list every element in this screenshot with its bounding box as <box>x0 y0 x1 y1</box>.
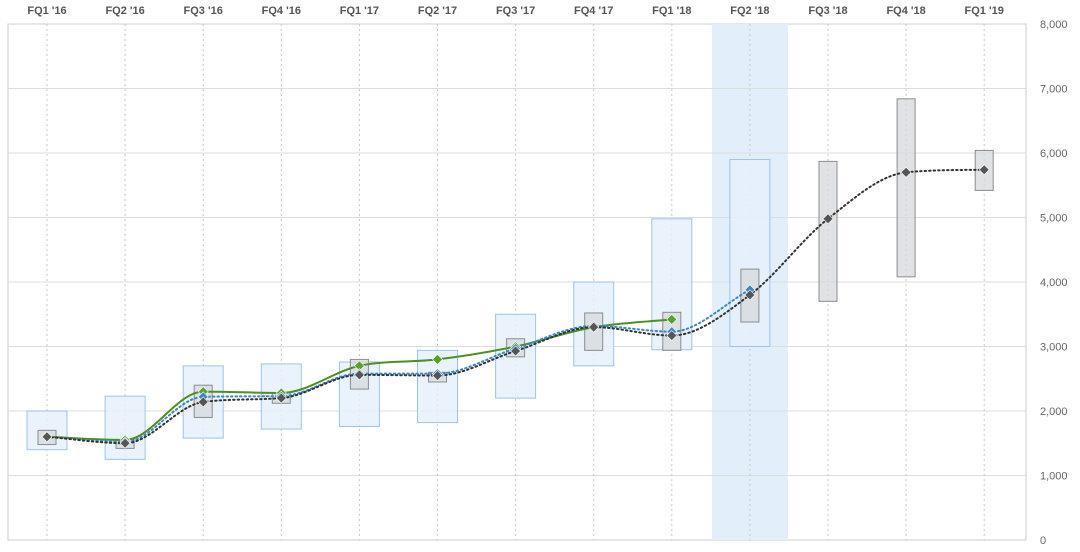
x-tick-label: FQ3 '17 <box>496 5 535 17</box>
series-1-marker <box>666 313 678 325</box>
series-3-marker <box>900 166 912 178</box>
inner-range-box <box>818 160 838 302</box>
y-tick-label: 8,000 <box>1040 19 1068 31</box>
x-tick-label: FQ4 '17 <box>574 5 613 17</box>
series-1-marker <box>432 353 443 365</box>
y-tick-label: 3,000 <box>1040 342 1068 354</box>
x-tick-label: FQ4 '18 <box>886 5 925 17</box>
x-tick-label: FQ4 '16 <box>262 5 301 17</box>
y-axis-labels: 0 1,000 2,000 3,000 4,000 5,000 6,000 7,000 8,00… <box>1040 19 1068 547</box>
y-tick-label: 0 <box>1040 535 1046 547</box>
x-tick-label: FQ3 '16 <box>184 5 223 17</box>
inner-range-box <box>896 98 916 278</box>
y-tick-label: 1,000 <box>1040 471 1068 483</box>
y-tick-label: 7,000 <box>1040 84 1068 96</box>
series-3-marker <box>588 321 600 333</box>
y-tick-label: 5,000 <box>1040 213 1068 225</box>
series-3-marker <box>666 330 678 341</box>
outer-range-box <box>104 395 146 460</box>
x-tick-label: FQ1 '17 <box>340 5 379 17</box>
series-3-marker <box>197 396 209 408</box>
x-tick-label: FQ1 '16 <box>27 5 66 17</box>
x-tick-label: FQ2 '17 <box>418 5 457 17</box>
series-3-marker <box>41 431 53 443</box>
x-tick-label: FQ2 '16 <box>105 5 144 17</box>
x-tick-label: FQ3 '18 <box>808 5 847 17</box>
series-3-marker <box>744 289 756 301</box>
series-3-marker <box>275 392 287 404</box>
series-line-2 <box>46 288 751 443</box>
series-3-marker <box>822 213 834 225</box>
series-3-marker <box>353 369 365 381</box>
series-markers <box>41 164 990 449</box>
y-tick-label: 2,000 <box>1040 406 1068 418</box>
y-tick-label: 6,000 <box>1040 148 1068 160</box>
series-3-marker <box>119 437 131 449</box>
y-tick-label: 4,000 <box>1040 277 1068 289</box>
x-axis-labels: FQ1 '16 FQ2 '16 FQ3 '16 FQ4 '16 FQ1 '17 FQ2 '… <box>27 5 1004 17</box>
series-3-marker <box>432 370 443 381</box>
x-tick-label: FQ2 '18 <box>730 5 769 17</box>
series-3-marker <box>510 345 522 357</box>
series-3-marker <box>978 164 990 176</box>
x-tick-label: FQ1 '18 <box>652 5 691 17</box>
x-tick-label: FQ1 '19 <box>965 5 1004 17</box>
